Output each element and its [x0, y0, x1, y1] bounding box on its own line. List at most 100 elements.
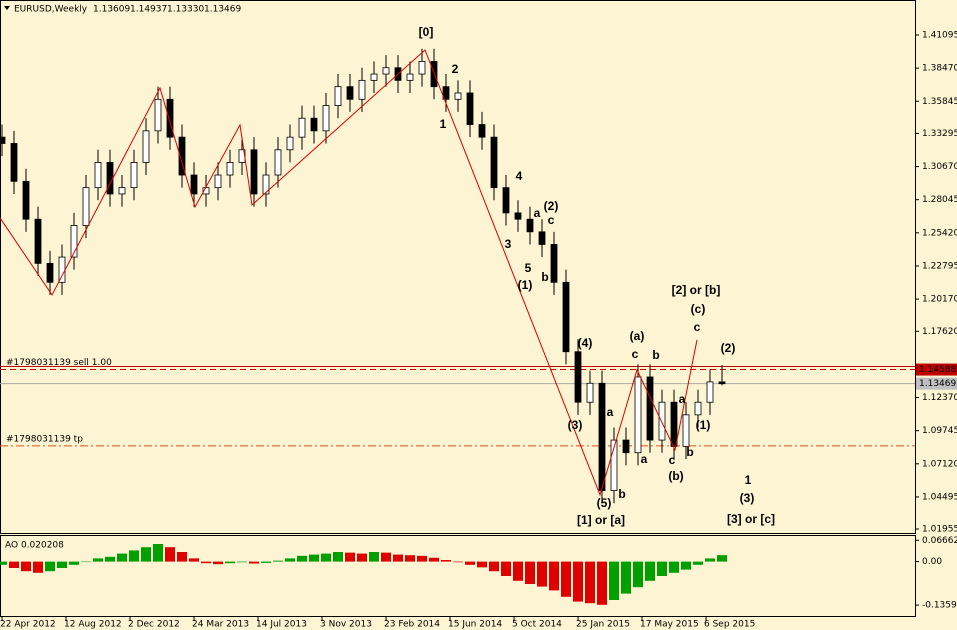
candle-body	[526, 218, 534, 233]
candle-body	[718, 381, 726, 385]
ao-bar	[153, 544, 163, 562]
ao-bar	[417, 555, 427, 562]
candle-body	[478, 124, 486, 138]
ao-bar	[309, 554, 319, 562]
wave-label: [1] or [a]	[577, 513, 625, 527]
current-price-label: 1.13469	[919, 379, 956, 389]
wave-label: c	[632, 347, 639, 361]
ao-bar	[693, 561, 703, 565]
ao-bar	[117, 553, 127, 562]
ao-label: AO 0.020208	[5, 541, 64, 551]
wave-label: b	[686, 445, 693, 459]
candle-body	[118, 187, 126, 195]
ao-bar	[573, 561, 583, 602]
candle-body	[34, 218, 42, 264]
order-label: #1798031139 tp	[6, 434, 83, 444]
wave-label: b	[618, 487, 625, 501]
ao-bar	[441, 560, 451, 562]
wave-label: (1)	[696, 418, 711, 432]
candle-body	[382, 67, 390, 75]
x-tick-label: 2 Dec 2012	[128, 620, 180, 630]
x-tick-label: 6 Sep 2015	[704, 620, 755, 630]
candle-body	[226, 162, 234, 176]
close: 1.13469	[204, 5, 241, 15]
y-tick-label: 1.30670	[922, 162, 957, 172]
candle-body	[70, 225, 78, 258]
wave-label: a	[641, 452, 648, 466]
ao-bar	[69, 561, 79, 565]
ao-bar	[513, 561, 523, 581]
candle-body	[622, 439, 630, 454]
ao-y-tick-label: -0.135932	[922, 601, 957, 611]
candle-body	[58, 256, 66, 283]
ao-bar	[213, 561, 223, 565]
candle-body	[550, 244, 558, 283]
ao-bar	[429, 557, 439, 562]
ao-bar	[21, 561, 31, 572]
ao-bar	[453, 561, 463, 563]
candle-body	[514, 212, 522, 220]
candle-body	[490, 136, 498, 189]
wave-label: a	[607, 405, 614, 419]
wave-label: (2)	[544, 199, 559, 213]
candle-body	[370, 73, 378, 81]
y-tick-label: 1.09745	[922, 426, 957, 436]
x-tick-label: 25 Jan 2015	[576, 620, 630, 630]
order-price-tag	[916, 363, 957, 376]
y-tick-label: 1.35845	[922, 97, 957, 107]
x-tick-label: 24 Mar 2013	[192, 620, 249, 630]
candle-body	[562, 281, 570, 353]
wave-label: b	[652, 348, 659, 362]
candle-body	[250, 149, 258, 195]
ao-y-tick-label: 0.066622	[922, 536, 957, 546]
wave-label: (1)	[518, 278, 533, 292]
ao-bar	[225, 561, 235, 564]
candle-body	[82, 187, 90, 226]
high: 1.14937	[130, 5, 167, 15]
wave-label: 1	[440, 117, 447, 131]
candle-body	[46, 262, 54, 283]
ao-bar	[273, 560, 283, 562]
candle-body	[130, 162, 138, 189]
y-tick-label: 1.41095	[922, 30, 957, 40]
ao-bar	[261, 561, 271, 563]
wave-label: (2)	[721, 341, 736, 355]
ao-bar	[537, 561, 547, 587]
y-tick-label: 1.28045	[922, 195, 957, 205]
ao-bar	[477, 561, 487, 568]
ao-bar	[0, 561, 7, 565]
ao-bar	[561, 561, 571, 597]
ao-bar	[489, 561, 499, 572]
wave-label: (c)	[691, 302, 706, 316]
ao-bar	[297, 555, 307, 562]
candle-body	[598, 382, 606, 491]
y-tick-label: 1.01955	[922, 524, 957, 534]
y-tick-label: 1.33295	[922, 129, 957, 139]
wave-label: (5)	[597, 496, 612, 510]
candle-body	[670, 401, 678, 447]
ao-bar	[369, 552, 379, 562]
ao-bar	[525, 561, 535, 584]
ao-bar	[129, 550, 139, 562]
wave-label: c	[548, 213, 555, 227]
ao-bar	[249, 561, 259, 564]
ao-bar	[717, 555, 727, 562]
ao-bar	[657, 561, 667, 576]
candle-body	[574, 351, 582, 403]
candle-body	[586, 382, 594, 403]
order-price-label: 1.14588	[919, 365, 956, 375]
candle-body	[22, 180, 30, 220]
candle-body	[142, 130, 150, 163]
candle-body	[10, 143, 18, 182]
y-tick-label: 1.25420	[922, 228, 957, 238]
ao-bar	[669, 561, 679, 573]
wave-label: (4)	[578, 336, 593, 350]
candle-body	[322, 105, 330, 132]
x-tick-label: 23 Feb 2014	[384, 620, 440, 630]
ao-bar	[321, 553, 331, 562]
wave-label: 3	[505, 237, 512, 251]
candle-body	[442, 86, 450, 100]
menu-arrow[interactable]	[4, 6, 10, 10]
candle-body	[190, 174, 198, 195]
